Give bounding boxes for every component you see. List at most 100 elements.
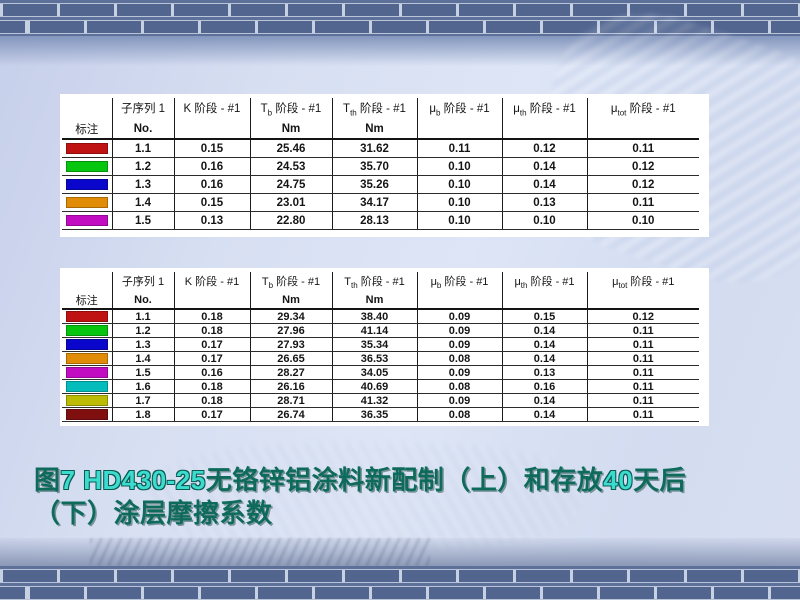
caption-line-1: 图7 HD430-25无铬锌铝涂料新配制（上）和存放40天后	[34, 464, 744, 497]
value-cell: 0.12	[587, 157, 699, 176]
series-color-swatch	[65, 179, 108, 190]
series-color-swatch	[65, 143, 108, 154]
table-row: 1.3 0.16 24.75 35.26 0.10 0.14 0.12	[62, 175, 699, 194]
series-color-swatch	[65, 161, 108, 172]
series-number-cell: 1.2	[112, 157, 175, 176]
column-header: K 阶段 - #1	[174, 272, 251, 291]
value-cell: 0.11	[587, 365, 699, 380]
table-row: 1.2 0.18 27.96 41.14 0.09 0.14 0.11	[62, 323, 699, 338]
value-cell: 0.16	[502, 379, 588, 394]
value-cell: 0.09	[417, 365, 503, 380]
caption-segment: 图	[34, 465, 61, 495]
legend-blank-cell	[62, 98, 113, 119]
column-header: K 阶段 - #1	[174, 98, 251, 119]
value-cell: 0.09	[417, 337, 503, 352]
value-cell: 0.15	[174, 139, 251, 158]
unit-header	[502, 291, 588, 310]
value-cell: 28.71	[250, 393, 333, 408]
value-cell: 35.70	[332, 157, 418, 176]
table-row: 1.5 0.16 28.27 34.05 0.09 0.13 0.11	[62, 365, 699, 380]
series-color-swatch	[65, 409, 108, 420]
value-cell: 28.13	[332, 211, 418, 230]
legend-cell	[62, 393, 113, 408]
caption-line-2: （下）涂层摩擦系数	[34, 497, 744, 530]
series-color-swatch	[65, 353, 108, 364]
legend-cell	[62, 193, 113, 212]
value-cell: 0.16	[174, 157, 251, 176]
value-cell: 0.08	[417, 407, 503, 422]
table-row: 1.2 0.16 24.53 35.70 0.10 0.14 0.12	[62, 157, 699, 176]
column-header: μth 阶段 - #1	[502, 272, 588, 291]
top-border-fade	[0, 36, 800, 66]
unit-header	[174, 119, 251, 140]
legend-cell	[62, 309, 113, 324]
legend-cell	[62, 139, 113, 158]
value-cell: 29.34	[250, 309, 333, 324]
value-cell: 0.08	[417, 379, 503, 394]
value-cell: 0.10	[502, 211, 588, 230]
header-row-units: 标注 No. Nm Nm	[62, 291, 699, 310]
column-header: μth 阶段 - #1	[502, 98, 588, 119]
series-number-cell: 1.7	[112, 393, 175, 408]
value-cell: 0.18	[174, 323, 251, 338]
value-cell: 0.13	[502, 365, 588, 380]
figure-caption: 图7 HD430-25无铬锌铝涂料新配制（上）和存放40天后 （下）涂层摩擦系数	[34, 464, 744, 530]
header-row-units: 标注 No. Nm Nm	[62, 119, 699, 140]
bottom-border-decoration	[0, 566, 800, 600]
value-cell: 0.11	[587, 337, 699, 352]
series-color-swatch	[65, 197, 108, 208]
unit-header: No.	[112, 119, 175, 140]
value-cell: 0.15	[502, 309, 588, 324]
legend-cell	[62, 323, 113, 338]
value-cell: 24.53	[250, 157, 333, 176]
column-header: 子序列 1	[112, 98, 175, 119]
series-number-cell: 1.3	[112, 175, 175, 194]
series-color-swatch	[65, 395, 108, 406]
value-cell: 0.15	[174, 193, 251, 212]
value-cell: 41.32	[332, 393, 418, 408]
value-cell: 34.17	[332, 193, 418, 212]
legend-cell	[62, 337, 113, 352]
value-cell: 38.40	[332, 309, 418, 324]
unit-header	[587, 119, 699, 140]
value-cell: 0.14	[502, 175, 588, 194]
value-cell: 0.11	[587, 393, 699, 408]
value-cell: 0.11	[417, 139, 503, 158]
series-number-cell: 1.4	[112, 193, 175, 212]
caption-segment: 天后	[633, 465, 687, 495]
value-cell: 0.16	[174, 365, 251, 380]
unit-header	[417, 291, 503, 310]
brick-pattern-row	[0, 569, 800, 583]
series-color-swatch	[65, 367, 108, 378]
series-number-cell: 1.6	[112, 379, 175, 394]
brick-pattern-row	[0, 3, 800, 17]
value-cell: 0.10	[417, 211, 503, 230]
value-cell: 0.09	[417, 309, 503, 324]
value-cell: 28.27	[250, 365, 333, 380]
table-row: 1.3 0.17 27.93 35.34 0.09 0.14 0.11	[62, 337, 699, 352]
legend-cell	[62, 407, 113, 422]
value-cell: 0.17	[174, 407, 251, 422]
caption-segment: 40	[603, 465, 634, 495]
value-cell: 24.75	[250, 175, 333, 194]
legend-cell	[62, 175, 113, 194]
value-cell: 31.62	[332, 139, 418, 158]
value-cell: 0.18	[174, 379, 251, 394]
table-row: 1.7 0.18 28.71 41.32 0.09 0.14 0.11	[62, 393, 699, 408]
series-color-swatch	[65, 381, 108, 392]
legend-header: 标注	[62, 119, 113, 140]
value-cell: 35.26	[332, 175, 418, 194]
legend-cell	[62, 157, 113, 176]
unit-header: Nm	[250, 291, 333, 310]
series-color-swatch	[65, 215, 108, 226]
value-cell: 0.08	[417, 351, 503, 366]
caption-segment: 无铬锌铝涂料新配制（上）和存放	[205, 465, 604, 495]
value-cell: 0.18	[174, 393, 251, 408]
bottom-photo-strip	[0, 538, 800, 566]
value-cell: 0.11	[587, 323, 699, 338]
series-number-cell: 1.4	[112, 351, 175, 366]
